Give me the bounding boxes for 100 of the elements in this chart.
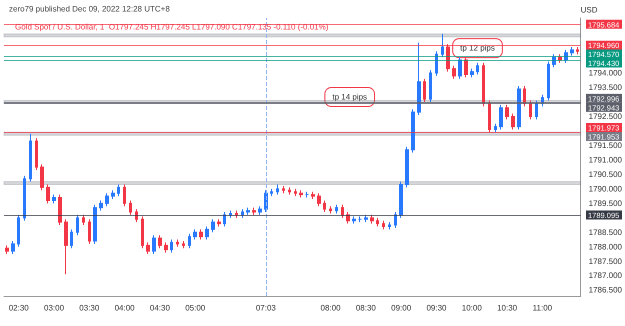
- candlestick: [164, 242, 168, 254]
- candlestick: [288, 186, 291, 196]
- x-tick-label: 03:30: [79, 304, 100, 312]
- candlestick: [388, 222, 391, 230]
- candlestick: [82, 214, 85, 226]
- candlestick: [452, 65, 456, 80]
- candlestick: [40, 164, 44, 191]
- candlestick: [211, 218, 215, 233]
- candlestick: [511, 113, 515, 130]
- x-tick-label: 03:00: [44, 304, 65, 312]
- candlestick: [135, 208, 138, 223]
- candlestick: [29, 133, 32, 182]
- x-tick-label: 02:30: [8, 304, 30, 312]
- candlestick: [170, 239, 173, 254]
- x-tick-label: 11:00: [532, 304, 553, 312]
- candlestick: [35, 138, 38, 171]
- candlestick: [570, 46, 574, 56]
- candlestick: [429, 70, 432, 102]
- candlestick: [517, 86, 521, 130]
- candlestick: [205, 226, 209, 240]
- candlestick: [535, 100, 538, 120]
- candlestick: [70, 228, 73, 249]
- candlestick: [547, 60, 550, 102]
- candlestick: [23, 175, 26, 222]
- candlestick: [246, 207, 250, 216]
- candlestick: [123, 184, 126, 207]
- candlestick: [382, 220, 385, 230]
- candlestick: [376, 217, 379, 227]
- candlestick: [417, 42, 421, 116]
- candlestick: [176, 239, 179, 248]
- candlestick: [152, 234, 156, 255]
- candlestick: [499, 104, 503, 130]
- candlestick: [329, 206, 332, 214]
- candlestick: [470, 68, 474, 78]
- candlestick: [364, 214, 368, 223]
- candlestick: [241, 208, 244, 218]
- candlestick: [46, 184, 50, 204]
- candlestick: [317, 192, 321, 207]
- candlestick: [370, 214, 374, 224]
- candlestick: [64, 218, 68, 275]
- candlestick: [458, 56, 462, 80]
- candlestick: [482, 62, 485, 107]
- x-tick-label: 09:00: [391, 304, 412, 312]
- candlestick: [182, 240, 185, 249]
- candlestick: [258, 206, 262, 216]
- x-tick-label: 05:00: [185, 304, 206, 312]
- candlestick: [193, 228, 197, 240]
- y-tick-label: 1794.000: [588, 68, 623, 78]
- candlestick: [252, 207, 256, 216]
- candlestick: [88, 218, 91, 244]
- y-tick-label: 1787.500: [588, 256, 623, 266]
- candlestick: [111, 190, 115, 200]
- candlestick: [282, 185, 285, 194]
- x-tick-label: 07:03: [256, 304, 276, 312]
- text: Gold Spot / U.S. Dollar, 1 O1797.245 H1797.245 L1797.090 C1797.135 -0.110 (-0.01%): [15, 22, 329, 32]
- candlestick: [129, 200, 132, 216]
- candlestick: [223, 212, 226, 227]
- x-tick-label: 10:00: [462, 304, 482, 312]
- y-tick-label: 1790.000: [588, 184, 623, 194]
- x-tick-label: 04:00: [114, 304, 136, 312]
- candlestick: [358, 216, 362, 223]
- candlestick: [323, 200, 326, 213]
- candlestick: [199, 228, 203, 240]
- y-tick-label: 1792.500: [588, 112, 623, 121]
- candlestick: [11, 240, 15, 255]
- candlestick: [494, 123, 497, 133]
- candlestick: [523, 86, 526, 107]
- candlestick: [505, 104, 509, 120]
- candlestick: [341, 204, 344, 218]
- candlestick: [394, 212, 397, 228]
- candlestick: [17, 214, 20, 248]
- candlestick: [188, 233, 191, 249]
- candlestick: [558, 54, 562, 64]
- candlestick: [294, 188, 297, 197]
- candlestick: [105, 192, 109, 207]
- candlestick: [5, 244, 9, 255]
- candlestick: [405, 146, 409, 188]
- candlestick: [476, 62, 479, 75]
- candlestick: [235, 210, 238, 218]
- x-tick-label: 08:00: [320, 304, 342, 312]
- y-tick-label: 1788.000: [588, 242, 623, 252]
- candlestick: [335, 204, 338, 214]
- annotation: tp 12 pips: [460, 44, 495, 53]
- candlestick: [299, 190, 303, 198]
- x-tick-label: 09:30: [426, 304, 448, 312]
- candlestick: [529, 100, 532, 120]
- candlestick: [311, 191, 315, 200]
- candlestick: [99, 200, 103, 212]
- candlestick: [58, 194, 62, 226]
- candlestick: [141, 216, 144, 249]
- candlestick: [270, 188, 273, 197]
- chart-title: zero79 published Dec 09, 2022 12:28 UTC+8: [9, 4, 170, 14]
- candlestick: [435, 50, 438, 76]
- y-tick-label: 1787.000: [588, 271, 623, 280]
- candlestick: [93, 204, 97, 244]
- candlestick: [411, 108, 415, 154]
- candlestick: [352, 216, 356, 224]
- y-tick-label: 1788.500: [588, 228, 623, 237]
- candlestick: [117, 184, 120, 197]
- y-tick-label: 1789.500: [588, 198, 623, 208]
